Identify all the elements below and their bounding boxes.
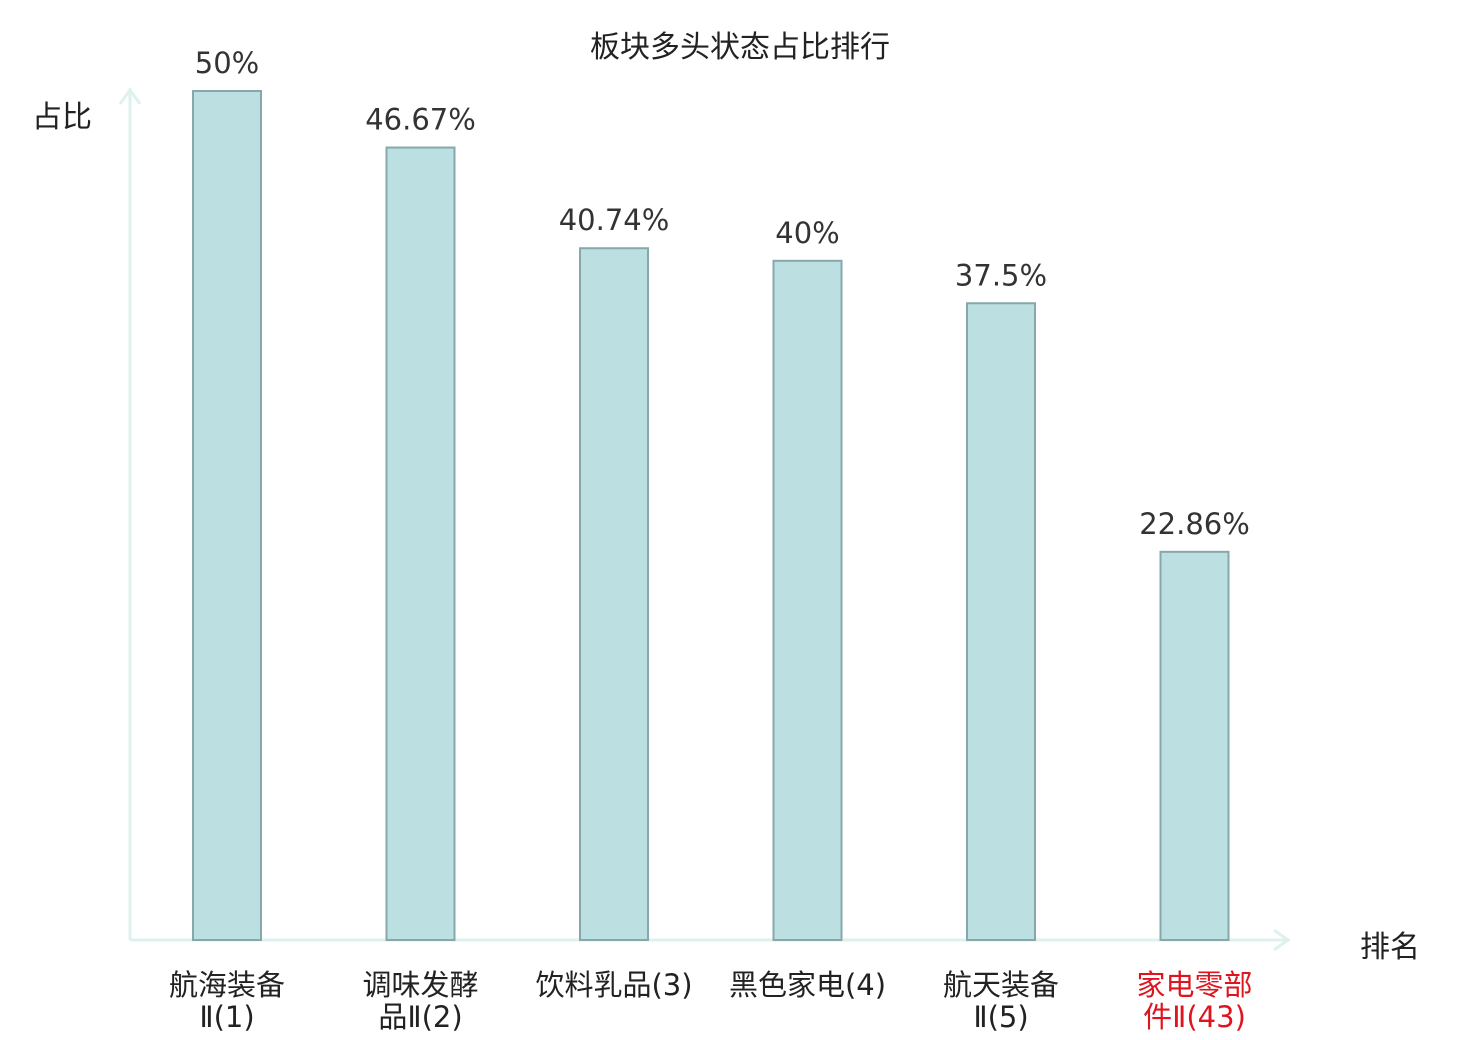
bar-value-label: 37.5% xyxy=(955,258,1047,292)
x-tick-label: 饮料乳品(3) xyxy=(535,968,692,1002)
bar xyxy=(1159,550,1230,942)
bar-value-label: 40.74% xyxy=(559,203,670,237)
x-tick-label: 航海装备 xyxy=(169,968,285,1002)
x-axis-label: 排名 xyxy=(1360,930,1420,965)
bar-value-label: 50% xyxy=(195,46,259,80)
bar-value-label: 40% xyxy=(775,216,839,250)
y-axis-arrow xyxy=(118,87,142,105)
bar xyxy=(385,146,456,941)
bar xyxy=(192,90,262,941)
bar-value-label: 22.86% xyxy=(1139,507,1250,541)
bar xyxy=(966,302,1036,941)
chart-title: 板块多头状态占比排行 xyxy=(590,30,890,65)
bar xyxy=(772,259,843,941)
x-tick-label: 家电零部 xyxy=(1136,968,1252,1002)
x-tick-label: 黑色家电(4) xyxy=(729,968,886,1002)
x-tick-label: 调味发酵 xyxy=(362,968,478,1002)
x-tick-label: 航天装备 xyxy=(943,968,1059,1002)
x-tick-label: Ⅱ(1) xyxy=(199,1000,254,1034)
bar-value-label: 46.67% xyxy=(365,103,476,137)
y-axis-label: 占比 xyxy=(32,100,92,135)
x-axis-arrow xyxy=(1273,928,1291,952)
x-tick-label: Ⅱ(5) xyxy=(973,1000,1028,1034)
x-tick-label: 品Ⅱ(2) xyxy=(378,1000,462,1034)
bar xyxy=(579,247,649,941)
x-tick-label: 件Ⅱ(43) xyxy=(1143,1000,1246,1034)
